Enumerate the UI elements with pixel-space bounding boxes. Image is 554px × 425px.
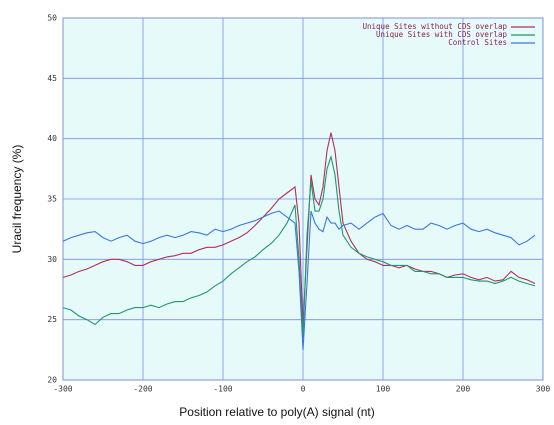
y-tick-label: 35: [47, 195, 57, 204]
legend-label: Unique Sites without CDS overlap: [363, 22, 508, 31]
legend-label: Unique Sites with CDS overlap: [376, 30, 507, 39]
y-tick-label: 25: [47, 315, 57, 324]
x-tick-label: 100: [376, 385, 391, 394]
legend-label: Control Sites: [448, 38, 507, 47]
x-tick-label: -200: [133, 385, 152, 394]
x-tick-label: -300: [53, 385, 72, 394]
x-tick-label: 0: [301, 385, 306, 394]
x-tick-label: 200: [456, 385, 471, 394]
x-tick-label: 300: [536, 385, 551, 394]
y-axis-label: Uracil frequency (%): [10, 145, 24, 254]
y-tick-label: 30: [47, 255, 57, 264]
data-line: [62, 154, 536, 338]
y-tick-label: 40: [47, 134, 57, 143]
y-tick-label: 50: [47, 14, 57, 23]
y-tick-label: 45: [47, 74, 57, 83]
x-tick-label: -100: [213, 385, 232, 394]
data-line: [62, 210, 536, 350]
x-axis-label: Position relative to poly(A) signal (nt): [179, 405, 374, 419]
y-tick-label: 20: [47, 376, 57, 385]
